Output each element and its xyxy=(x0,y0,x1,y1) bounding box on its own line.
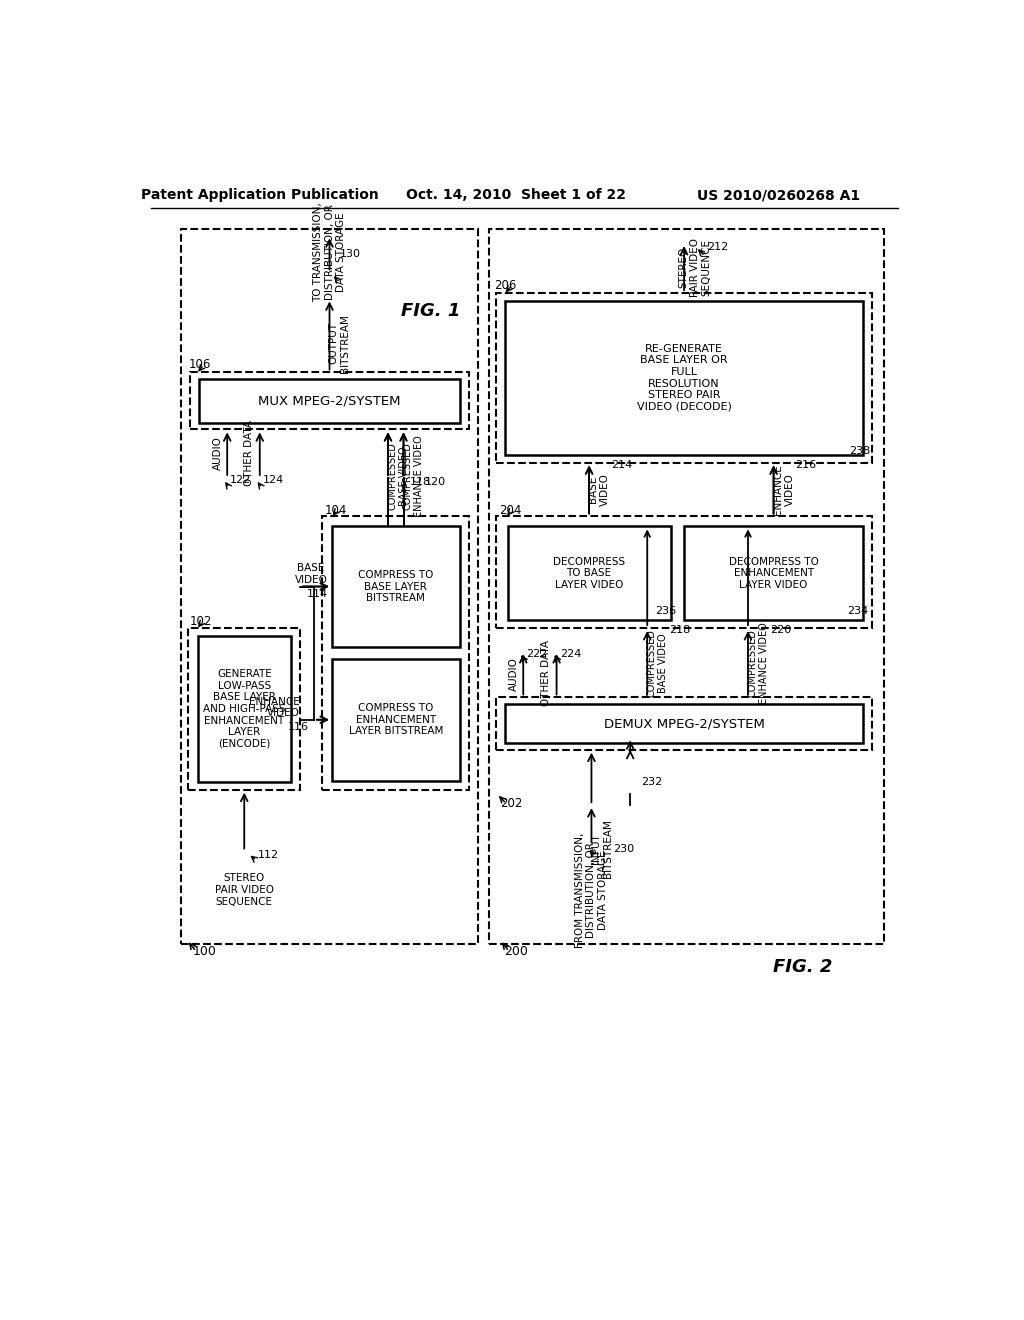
Text: FROM TRANSMISSION,
DISTRIBUTION, OR
DATA STORAGE: FROM TRANSMISSION, DISTRIBUTION, OR DATA… xyxy=(574,832,608,948)
Text: 122: 122 xyxy=(230,475,252,486)
Text: 216: 216 xyxy=(796,459,816,470)
Text: 206: 206 xyxy=(495,279,517,292)
Text: 112: 112 xyxy=(258,850,280,861)
Bar xyxy=(496,516,872,628)
Text: COMPRESSED
BASE VIDEO: COMPRESSED BASE VIDEO xyxy=(646,628,668,697)
Text: COMPRESSED
BASE VIDEO: COMPRESSED BASE VIDEO xyxy=(387,442,409,511)
Bar xyxy=(489,230,885,944)
Text: 232: 232 xyxy=(641,777,663,787)
Text: 124: 124 xyxy=(263,475,284,486)
Text: COMPRESS TO
BASE LAYER
BITSTREAM: COMPRESS TO BASE LAYER BITSTREAM xyxy=(358,570,433,603)
Bar xyxy=(508,527,671,620)
Text: 238: 238 xyxy=(849,446,870,455)
Bar xyxy=(200,379,460,422)
Text: OTHER DATA: OTHER DATA xyxy=(541,640,551,706)
Text: OTHER DATA: OTHER DATA xyxy=(244,420,254,486)
Text: ENHANCE
VIDEO: ENHANCE VIDEO xyxy=(249,697,300,718)
Text: BASE
VIDEO: BASE VIDEO xyxy=(295,564,328,585)
Text: 224: 224 xyxy=(560,649,581,659)
Bar xyxy=(332,527,460,647)
Text: COMPRESSED
ENHANCE VIDEO: COMPRESSED ENHANCE VIDEO xyxy=(402,436,424,517)
Text: Oct. 14, 2010  Sheet 1 of 22: Oct. 14, 2010 Sheet 1 of 22 xyxy=(406,189,626,202)
Bar xyxy=(332,659,460,780)
Text: 102: 102 xyxy=(190,615,212,628)
Text: FIG. 1: FIG. 1 xyxy=(400,302,460,319)
Text: 234: 234 xyxy=(847,606,868,616)
Bar xyxy=(190,372,469,429)
Text: 118: 118 xyxy=(410,477,431,487)
Bar xyxy=(684,527,862,620)
Text: 120: 120 xyxy=(425,477,446,487)
Bar xyxy=(496,293,872,462)
Text: ENHANCE
VIDEO: ENHANCE VIDEO xyxy=(773,465,795,515)
Text: 104: 104 xyxy=(325,504,347,517)
Text: 130: 130 xyxy=(340,249,360,259)
Text: 106: 106 xyxy=(188,358,211,371)
Text: BASE
VIDEO: BASE VIDEO xyxy=(589,473,610,506)
Text: 222: 222 xyxy=(526,649,548,659)
Text: 218: 218 xyxy=(669,624,690,635)
Text: COMPRESS TO
ENHANCEMENT
LAYER BITSTREAM: COMPRESS TO ENHANCEMENT LAYER BITSTREAM xyxy=(348,704,443,737)
Text: AUDIO: AUDIO xyxy=(509,657,519,692)
Text: FIG. 2: FIG. 2 xyxy=(772,958,831,975)
Text: OUTPUT
BITSTREAM: OUTPUT BITSTREAM xyxy=(329,314,350,372)
Bar xyxy=(188,628,300,789)
Bar xyxy=(198,636,291,781)
Text: TO TRANSMISSION,
DISTRIBUTION, OR
DATA STORAGE: TO TRANSMISSION, DISTRIBUTION, OR DATA S… xyxy=(313,202,346,302)
Text: 204: 204 xyxy=(500,504,521,517)
Bar xyxy=(506,705,862,743)
Text: DECOMPRESS TO
ENHANCEMENT
LAYER VIDEO: DECOMPRESS TO ENHANCEMENT LAYER VIDEO xyxy=(729,557,818,590)
Text: RE-GENERATE
BASE LAYER OR
FULL
RESOLUTION
STEREO PAIR
VIDEO (DECODE): RE-GENERATE BASE LAYER OR FULL RESOLUTIO… xyxy=(637,343,731,412)
Text: AUDIO: AUDIO xyxy=(213,437,223,470)
Text: COMPRESSED
ENHANCE VIDEO: COMPRESSED ENHANCE VIDEO xyxy=(748,622,769,704)
Text: Patent Application Publication: Patent Application Publication xyxy=(141,189,379,202)
Text: 100: 100 xyxy=(194,945,217,958)
Text: STEREO
PAIR VIDEO
SEQUENCE: STEREO PAIR VIDEO SEQUENCE xyxy=(678,238,712,297)
Text: 116: 116 xyxy=(288,722,309,733)
Bar xyxy=(506,301,862,455)
Bar xyxy=(322,516,469,789)
Text: US 2010/0260268 A1: US 2010/0260268 A1 xyxy=(697,189,860,202)
Text: DEMUX MPEG-2/SYSTEM: DEMUX MPEG-2/SYSTEM xyxy=(603,717,765,730)
Text: 220: 220 xyxy=(770,624,791,635)
Text: MUX MPEG-2/SYSTEM: MUX MPEG-2/SYSTEM xyxy=(258,395,400,408)
Text: 202: 202 xyxy=(500,797,522,810)
Text: 236: 236 xyxy=(655,606,676,616)
Text: 230: 230 xyxy=(613,843,634,854)
Text: 212: 212 xyxy=(708,242,728,252)
Text: INPUT
BITSTREAM: INPUT BITSTREAM xyxy=(592,818,613,878)
Text: 200: 200 xyxy=(504,945,527,958)
Text: 114: 114 xyxy=(306,589,328,599)
Text: 214: 214 xyxy=(611,459,632,470)
Text: STEREO
PAIR VIDEO
SEQUENCE: STEREO PAIR VIDEO SEQUENCE xyxy=(215,874,273,907)
Bar xyxy=(180,230,478,944)
Text: DECOMPRESS
TO BASE
LAYER VIDEO: DECOMPRESS TO BASE LAYER VIDEO xyxy=(553,557,626,590)
Bar xyxy=(496,697,872,750)
Text: GENERATE
LOW-PASS
BASE LAYER
AND HIGH-PASS
ENHANCEMENT
LAYER
(ENCODE): GENERATE LOW-PASS BASE LAYER AND HIGH-PA… xyxy=(203,669,286,748)
